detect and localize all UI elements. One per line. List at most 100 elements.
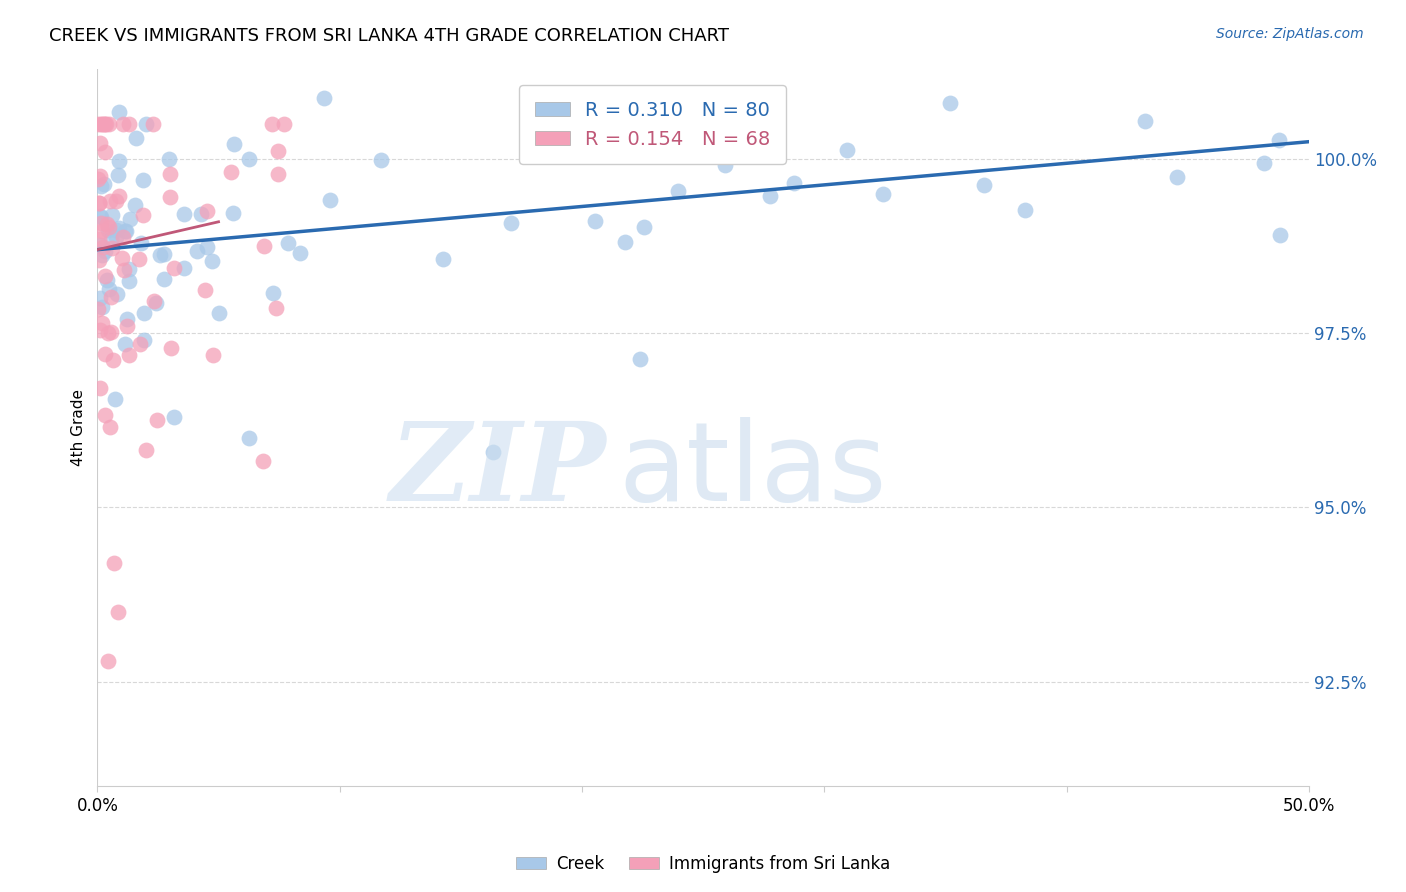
Point: [97, 223, 120, 237]
Point: [114, 224, 136, 238]
Legend: R = 0.310   N = 80, R = 0.154   N = 68: R = 0.310 N = 80, R = 0.154 N = 68: [519, 86, 786, 164]
Point: [91, 240, 114, 254]
Point: [194, 283, 217, 297]
Point: [262, 117, 284, 131]
Point: [134, 306, 156, 320]
Point: [195, 240, 218, 254]
Point: [262, 285, 284, 300]
Point: [149, 247, 172, 261]
Point: [93, 177, 115, 191]
Point: [1253, 156, 1275, 170]
Point: [142, 117, 165, 131]
Point: [94, 145, 117, 159]
Point: [86, 301, 108, 316]
Point: [238, 431, 260, 445]
Point: [89, 169, 111, 183]
Point: [89, 291, 111, 305]
Point: [782, 176, 804, 190]
Text: CREEK VS IMMIGRANTS FROM SRI LANKA 4TH GRADE CORRELATION CHART: CREEK VS IMMIGRANTS FROM SRI LANKA 4TH G…: [49, 27, 730, 45]
Point: [114, 337, 136, 351]
Point: [614, 235, 637, 249]
Point: [153, 246, 176, 260]
Point: [90, 179, 112, 194]
Point: [89, 196, 111, 211]
Point: [104, 194, 127, 208]
Point: [837, 144, 859, 158]
Point: [267, 167, 290, 181]
Point: [159, 167, 181, 181]
Point: [96, 217, 118, 231]
Point: [173, 261, 195, 276]
Point: [100, 290, 122, 304]
Point: [86, 172, 108, 186]
Point: [111, 251, 134, 265]
Point: [190, 206, 212, 220]
Point: [93, 268, 115, 283]
Point: [93, 244, 115, 258]
Point: [100, 232, 122, 246]
Point: [152, 272, 174, 286]
Point: [101, 352, 124, 367]
Point: [90, 210, 112, 224]
Point: [482, 444, 505, 458]
Point: [145, 295, 167, 310]
Point: [159, 152, 181, 166]
Point: [104, 392, 127, 407]
Point: [93, 408, 115, 422]
Point: [100, 241, 122, 255]
Point: [89, 209, 111, 223]
Point: [98, 419, 121, 434]
Point: [132, 333, 155, 347]
Point: [89, 196, 111, 211]
Point: [201, 254, 224, 268]
Point: [117, 262, 139, 277]
Point: [118, 348, 141, 362]
Point: [129, 236, 152, 251]
Point: [96, 273, 118, 287]
Point: [159, 341, 181, 355]
Point: [108, 104, 131, 119]
Point: [98, 194, 121, 208]
Point: [90, 117, 112, 131]
Point: [499, 216, 522, 230]
Point: [628, 351, 651, 366]
Point: [132, 172, 155, 186]
Point: [117, 311, 139, 326]
Point: [118, 117, 141, 131]
Point: [87, 117, 110, 131]
Point: [105, 223, 128, 237]
Point: [93, 117, 115, 131]
Point: [120, 212, 142, 227]
Point: [97, 219, 120, 234]
Point: [124, 198, 146, 212]
Point: [202, 348, 225, 362]
Point: [100, 325, 122, 339]
Point: [105, 287, 128, 301]
Point: [114, 262, 136, 277]
Point: [107, 169, 129, 183]
Point: [108, 221, 131, 235]
Point: [195, 203, 218, 218]
Point: [872, 186, 894, 201]
Point: [939, 95, 962, 110]
Point: [186, 244, 208, 259]
Point: [87, 232, 110, 246]
Point: [91, 117, 114, 131]
Point: [319, 193, 342, 207]
Point: [973, 178, 995, 192]
Point: [98, 117, 121, 131]
Point: [1014, 202, 1036, 217]
Point: [222, 137, 245, 152]
Point: [173, 207, 195, 221]
Point: [91, 316, 114, 330]
Point: [91, 300, 114, 314]
Point: [89, 381, 111, 395]
Point: [97, 326, 120, 341]
Point: [583, 214, 606, 228]
Point: [98, 283, 121, 297]
Point: [131, 208, 153, 222]
Point: [115, 318, 138, 333]
Point: [94, 117, 117, 131]
Point: [89, 322, 111, 336]
Point: [128, 252, 150, 266]
